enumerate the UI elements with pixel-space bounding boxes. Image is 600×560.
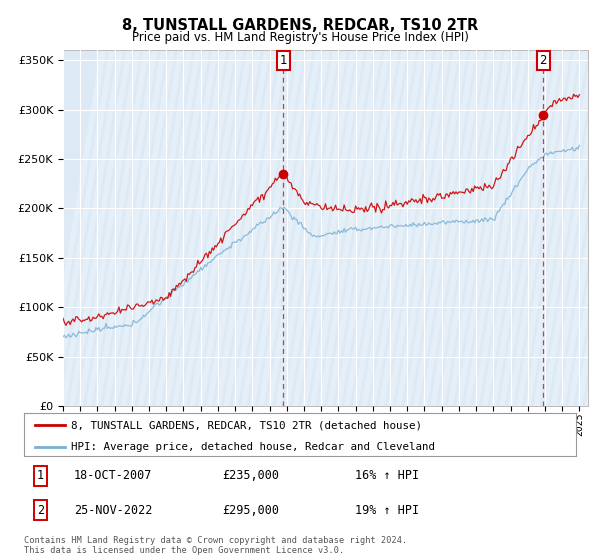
Text: £295,000: £295,000 [223,503,280,516]
Text: 2: 2 [539,54,547,67]
Text: 8, TUNSTALL GARDENS, REDCAR, TS10 2TR: 8, TUNSTALL GARDENS, REDCAR, TS10 2TR [122,18,478,33]
Text: 18-OCT-2007: 18-OCT-2007 [74,469,152,482]
Text: 1: 1 [37,469,44,482]
Text: 16% ↑ HPI: 16% ↑ HPI [355,469,419,482]
Text: This data is licensed under the Open Government Licence v3.0.: This data is licensed under the Open Gov… [24,547,344,556]
Text: Contains HM Land Registry data © Crown copyright and database right 2024.: Contains HM Land Registry data © Crown c… [24,536,407,545]
Text: 1: 1 [280,54,287,67]
Text: 8, TUNSTALL GARDENS, REDCAR, TS10 2TR (detached house): 8, TUNSTALL GARDENS, REDCAR, TS10 2TR (d… [71,421,422,430]
Text: 2: 2 [37,503,44,516]
Text: £235,000: £235,000 [223,469,280,482]
Text: 19% ↑ HPI: 19% ↑ HPI [355,503,419,516]
Text: 25-NOV-2022: 25-NOV-2022 [74,503,152,516]
Text: HPI: Average price, detached house, Redcar and Cleveland: HPI: Average price, detached house, Redc… [71,442,435,452]
Text: Price paid vs. HM Land Registry's House Price Index (HPI): Price paid vs. HM Land Registry's House … [131,31,469,44]
